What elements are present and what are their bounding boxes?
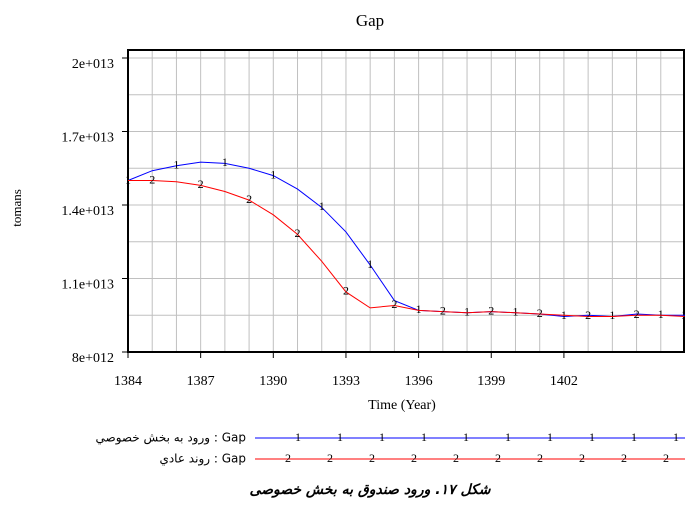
legend-marker: 2 <box>369 451 375 465</box>
legend-marker: 2 <box>453 451 459 465</box>
y-tick-label: 1.1e+013 <box>61 278 114 293</box>
series-marker: 1 <box>173 158 179 172</box>
series-marker: 2 <box>149 172 155 186</box>
legend-marker: 2 <box>579 451 585 465</box>
y-tick-label: 2e+013 <box>72 57 114 72</box>
y-axis-label: tomans <box>9 189 24 227</box>
series-marker: 1 <box>416 302 422 316</box>
plot-frame <box>127 49 685 353</box>
legend-marker: 1 <box>673 430 679 444</box>
series-marker: 2 <box>343 284 349 298</box>
x-tick-label: 1402 <box>550 374 578 389</box>
x-axis-label: Time (Year) <box>368 398 436 413</box>
series-marker: 1 <box>658 307 664 321</box>
legend-marker: 1 <box>463 430 469 444</box>
series-marker: 1 <box>512 305 518 319</box>
series-marker: 2 <box>295 226 301 240</box>
legend-marker: 1 <box>589 430 595 444</box>
series-marker: 1 <box>270 167 276 181</box>
y-tick-label: 8e+012 <box>72 351 114 366</box>
x-tick-label: 1396 <box>405 374 433 389</box>
x-tick-label: 1387 <box>187 374 215 389</box>
series-marker: 2 <box>488 303 494 317</box>
series-marker: 1 <box>367 257 373 271</box>
series-marker: 1 <box>319 199 325 213</box>
legend-marker: 2 <box>663 451 669 465</box>
x-tick-label: 1384 <box>114 374 142 389</box>
legend-marker: 2 <box>495 451 501 465</box>
y-tick-label: 1.4e+013 <box>61 204 114 219</box>
legend-marker: 2 <box>537 451 543 465</box>
series-marker: 1 <box>125 172 131 186</box>
legend-marker: 1 <box>421 430 427 444</box>
series-marker: 2 <box>537 306 543 320</box>
series-marker: 2 <box>585 308 591 322</box>
legend-marker: 2 <box>285 451 291 465</box>
y-tick-label: 1.7e+013 <box>61 131 114 146</box>
series-marker: 1 <box>464 305 470 319</box>
series-marker: 1 <box>222 155 228 169</box>
series-marker: 1 <box>609 308 615 322</box>
legend-marker: 1 <box>631 430 637 444</box>
legend-marker: 1 <box>379 430 385 444</box>
legend-marker: 2 <box>621 451 627 465</box>
caption: شکل ۱۷. ورود صندوق به بخش خصوصی <box>249 482 491 498</box>
series-marker: 2 <box>246 192 252 206</box>
chart-title: Gap <box>356 11 384 30</box>
legend-label: روند عادي : Gap <box>159 452 246 467</box>
series-line <box>128 180 685 317</box>
series-marker: 2 <box>198 177 204 191</box>
series-marker: 2 <box>391 297 397 311</box>
legend-label: ورود به بخش خصوصي : Gap <box>96 431 247 446</box>
legend-marker: 1 <box>337 430 343 444</box>
legend-marker: 1 <box>505 430 511 444</box>
legend-marker: 2 <box>327 451 333 465</box>
x-tick-label: 1393 <box>332 374 360 389</box>
series-marker: 2 <box>440 303 446 317</box>
series-line <box>127 161 685 317</box>
series-marker: 2 <box>634 307 640 321</box>
legend-marker: 1 <box>295 430 301 444</box>
legend-marker: 2 <box>411 451 417 465</box>
x-tick-label: 1390 <box>259 374 287 389</box>
x-tick-label: 1399 <box>477 374 505 389</box>
series-marker: 2 <box>682 308 685 322</box>
legend-marker: 1 <box>547 430 553 444</box>
